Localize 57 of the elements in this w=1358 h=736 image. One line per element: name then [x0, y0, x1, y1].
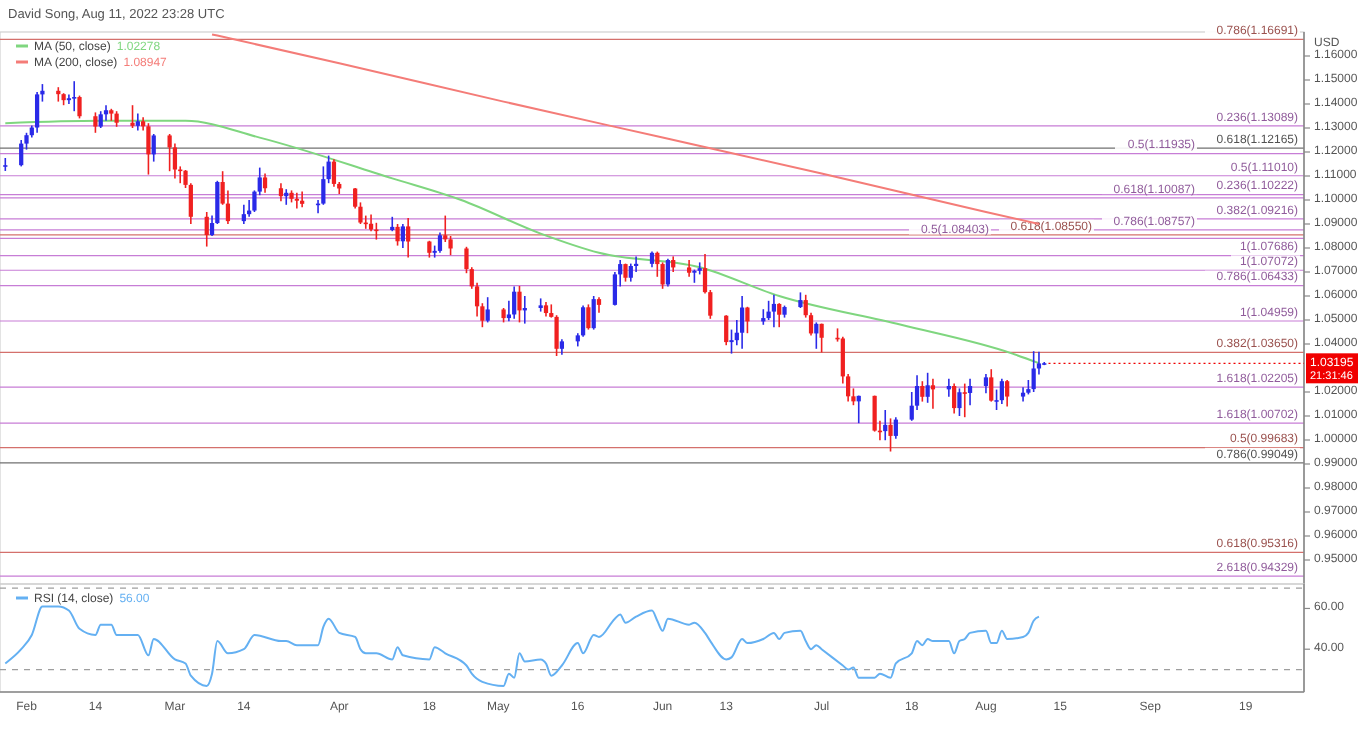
- line-series: [211, 33, 1040, 225]
- candlestick: [957, 387, 962, 417]
- candlestick: [103, 104, 109, 122]
- candlestick: [962, 382, 967, 418]
- candlestick: [167, 133, 172, 172]
- candlestick: [294, 192, 299, 210]
- candlestick: [93, 111, 98, 134]
- candlestick: [888, 417, 893, 453]
- candlestick: [406, 217, 411, 259]
- candlestick: [729, 328, 734, 355]
- candlestick: [983, 373, 989, 394]
- candlestick: [437, 231, 443, 254]
- candlestick: [586, 303, 591, 331]
- candlestick: [580, 304, 586, 338]
- candlestick: [300, 190, 305, 208]
- candlestick: [146, 122, 151, 176]
- candlestick: [920, 380, 925, 403]
- candlestick: [1031, 350, 1036, 393]
- candlestick: [952, 382, 957, 415]
- candlestick: [517, 285, 522, 324]
- candlestick: [591, 295, 596, 331]
- candlestick: [331, 158, 337, 188]
- candlestick: [766, 300, 771, 321]
- candlestick: [512, 285, 517, 320]
- candlestick: [390, 216, 395, 232]
- candlestick: [485, 296, 490, 324]
- candlestick: [967, 378, 973, 406]
- candlestick: [204, 211, 209, 248]
- line-series: [4, 605, 1040, 687]
- candlestick: [893, 416, 898, 440]
- candlestick: [400, 223, 405, 249]
- candlestick: [34, 91, 40, 134]
- candlestick: [665, 258, 671, 288]
- candlestick: [395, 223, 400, 247]
- candlestick: [1005, 379, 1010, 408]
- candlestick: [745, 306, 750, 334]
- candlestick: [930, 378, 936, 410]
- candlestick: [819, 322, 824, 354]
- candlestick: [77, 94, 82, 120]
- candlestick: [697, 261, 702, 276]
- candlestick: [72, 80, 77, 112]
- candlestick: [872, 394, 877, 433]
- candlestick: [172, 142, 178, 180]
- candlestick: [1020, 386, 1026, 403]
- candlestick: [777, 302, 782, 328]
- candlestick: [130, 104, 135, 129]
- candlestick: [739, 295, 745, 350]
- candlestick: [771, 294, 777, 328]
- candlestick: [999, 378, 1004, 405]
- candlestick: [989, 368, 994, 403]
- candlestick: [241, 204, 246, 225]
- candlestick: [883, 409, 888, 442]
- candlestick: [724, 314, 729, 346]
- candlestick: [262, 172, 268, 194]
- candlestick: [19, 139, 24, 168]
- candlestick: [925, 372, 930, 404]
- candlestick: [151, 133, 156, 163]
